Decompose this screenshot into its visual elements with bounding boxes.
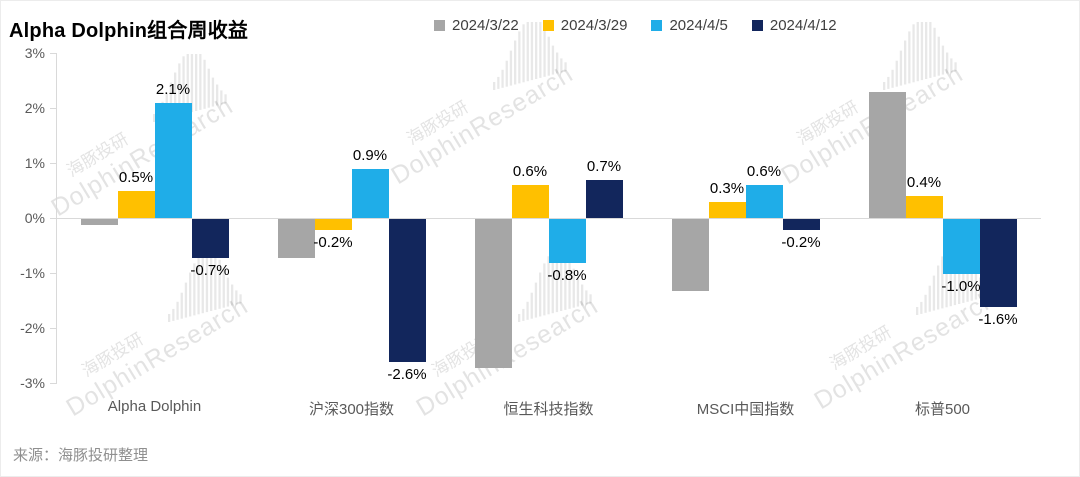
watermark-cn-text: 海豚投研 [403, 97, 472, 149]
legend-swatch [434, 20, 445, 31]
dolphin-fan-watermark-icon [518, 254, 592, 322]
bar-2024-4-5-2 [548, 219, 586, 263]
bar-2024-3-29-0 [117, 190, 155, 218]
y-tick-label: 3% [24, 45, 45, 61]
bar-2024-3-29-1 [314, 219, 352, 230]
legend-item-2024-4-5: 2024/4/5 [651, 17, 728, 34]
bar-2024-4-5-0 [154, 102, 192, 218]
data-label: -1.0% [941, 278, 981, 295]
legend-label: 2024/3/29 [560, 17, 628, 34]
data-label: 0.6% [512, 163, 548, 180]
data-label: 2.1% [155, 80, 191, 98]
data-label: -0.2% [313, 234, 353, 251]
y-tick-mark [50, 383, 57, 384]
bar-2024-4-5-3 [745, 185, 783, 218]
source-note: 来源：海豚投研整理 [13, 447, 149, 464]
y-tick-mark [50, 218, 57, 219]
chart-title: Alpha Dolphin组合周收益 [9, 20, 249, 42]
y-tick-mark [50, 108, 57, 109]
bar-2024-3-22-1 [277, 219, 315, 258]
chart-legend: 2024/3/22 2024/3/29 2024/4/5 2024/4/12 [434, 17, 837, 34]
zero-gridline [56, 218, 1041, 219]
bar-2024-3-22-3 [671, 219, 709, 291]
category-label-1: 沪深300指数 [308, 401, 395, 418]
legend-swatch [751, 20, 763, 31]
legend-label: 2024/4/12 [769, 17, 837, 34]
data-label: 0.9% [352, 146, 388, 164]
bar-2024-4-12-3 [782, 219, 820, 230]
dolphin-fan-watermark-icon [883, 22, 957, 90]
y-tick-mark [50, 328, 57, 329]
legend-item-2024-3-22: 2024/3/22 [434, 17, 519, 34]
legend-label: 2024/4/5 [669, 17, 728, 34]
data-label: 0.6% [746, 163, 782, 180]
y-tick-label: 0% [24, 210, 45, 226]
data-label: -0.8% [547, 267, 587, 284]
bar-2024-4-5-4 [942, 219, 980, 274]
data-label: -1.6% [978, 311, 1018, 328]
y-tick-mark [50, 53, 57, 54]
data-label: 0.4% [906, 174, 942, 191]
bar-2024-4-12-4 [979, 219, 1017, 307]
y-tick-mark [50, 163, 57, 164]
y-tick-mark [50, 273, 57, 274]
legend-swatch [542, 20, 554, 31]
bar-2024-3-22-0 [80, 219, 118, 225]
bar-2024-4-12-2 [585, 179, 623, 218]
y-tick-label: -2% [20, 320, 45, 336]
category-label-2: 恒生科技指数 [503, 401, 594, 418]
data-label: 0.5% [118, 168, 154, 186]
legend-label: 2024/3/22 [452, 17, 519, 34]
legend-item-2024-3-29: 2024/3/29 [542, 17, 628, 34]
bar-2024-3-29-4 [905, 196, 943, 218]
bar-2024-4-12-0 [191, 219, 229, 258]
bar-2024-4-5-1 [351, 168, 389, 218]
bar-2024-3-22-2 [474, 219, 512, 368]
data-label: 0.3% [709, 179, 745, 197]
y-tick-label: 1% [24, 155, 45, 171]
y-tick-label: -3% [20, 375, 45, 391]
category-label-3: MSCI中国指数 [696, 401, 795, 418]
data-label: -0.2% [781, 234, 821, 251]
legend-swatch [651, 20, 663, 31]
bar-2024-3-22-4 [868, 91, 906, 218]
y-tick-label: -1% [20, 265, 45, 281]
y-tick-label: 2% [24, 100, 45, 116]
bar-2024-4-12-1 [388, 219, 426, 362]
category-label-0: Alpha Dolphin [107, 398, 202, 415]
category-label-4: 标普500 [914, 401, 971, 418]
data-label: -2.6% [387, 366, 427, 383]
legend-item-2024-4-12: 2024/4/12 [751, 17, 837, 34]
data-label: 0.7% [586, 157, 622, 175]
bar-2024-3-29-3 [708, 201, 746, 218]
bar-2024-3-29-2 [511, 185, 549, 218]
data-label: -0.7% [190, 261, 230, 279]
